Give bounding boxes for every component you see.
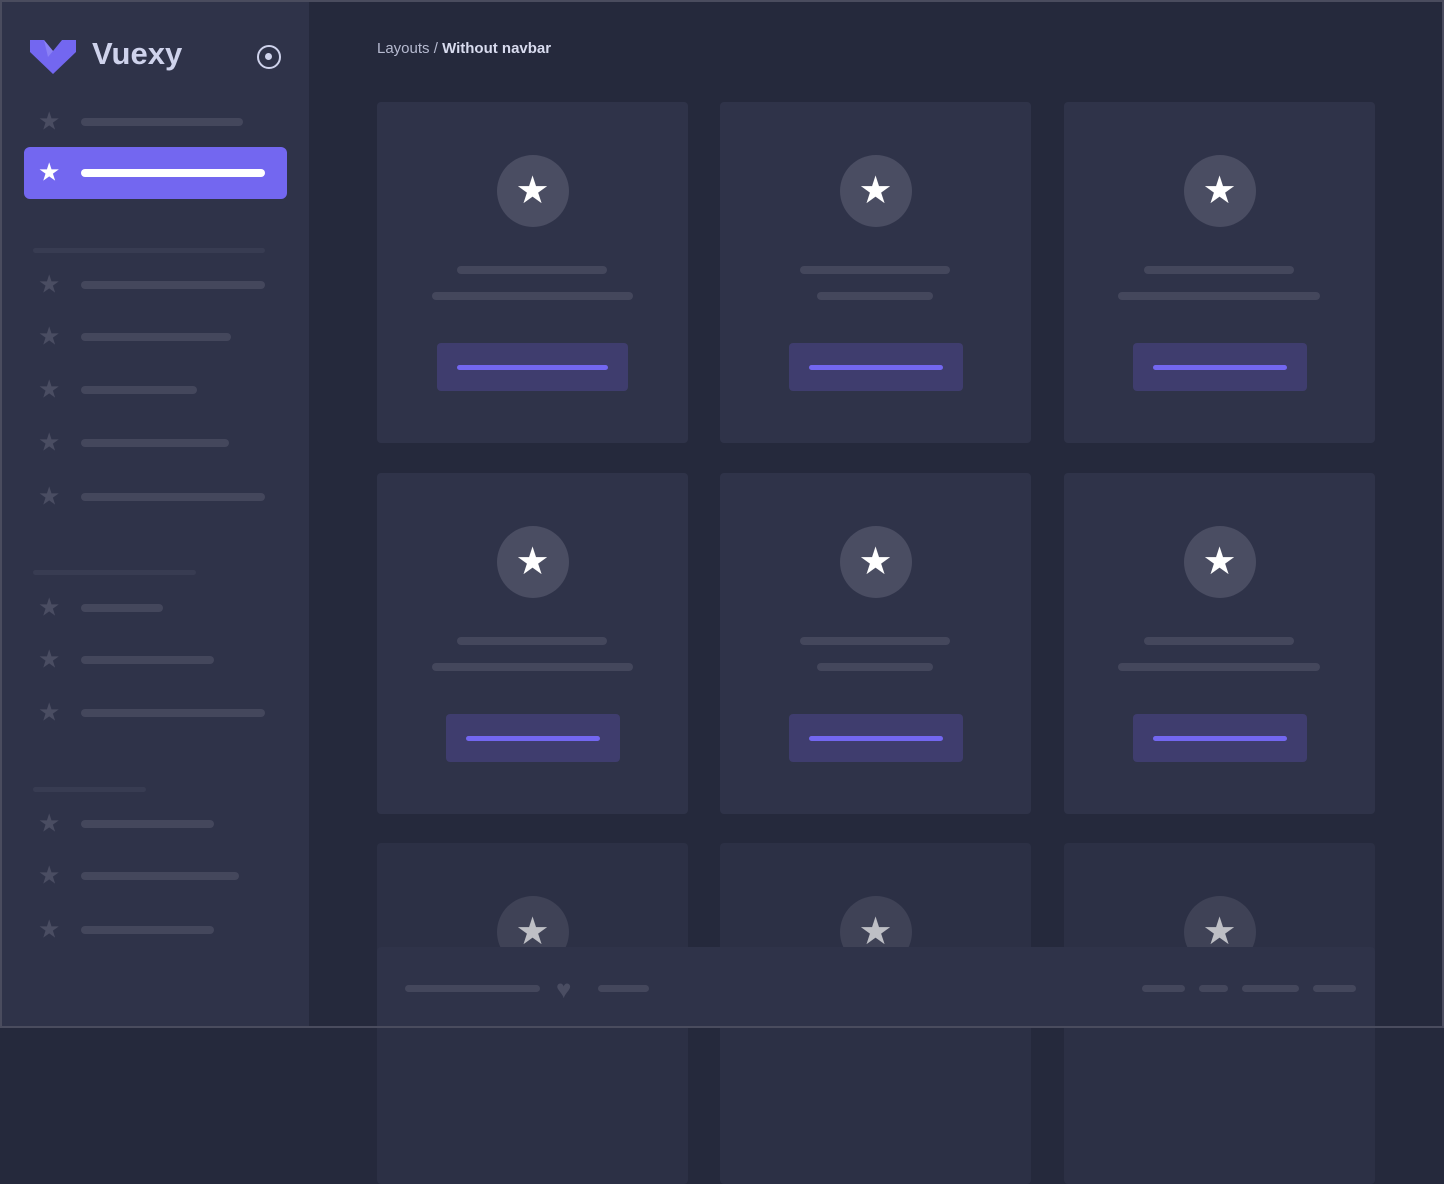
star-icon: ★ bbox=[1183, 526, 1256, 598]
star-icon: ★ bbox=[38, 915, 61, 944]
sidebar-item[interactable]: ★ bbox=[24, 850, 287, 902]
star-icon: ★ bbox=[496, 155, 569, 227]
title-placeholder bbox=[1144, 266, 1294, 274]
star-icon: ★ bbox=[38, 375, 61, 404]
card-button[interactable] bbox=[1132, 714, 1307, 762]
button-label-placeholder bbox=[465, 736, 600, 741]
star-icon: ★ bbox=[38, 698, 61, 727]
card: ★ bbox=[1064, 102, 1375, 443]
section-divider bbox=[33, 248, 265, 253]
sidebar-item[interactable]: ★ bbox=[24, 471, 287, 523]
radio-circle-icon[interactable] bbox=[257, 45, 281, 69]
star-icon: ★ bbox=[38, 593, 61, 622]
card: ★ bbox=[720, 473, 1031, 814]
menu-label-placeholder bbox=[81, 604, 163, 612]
breadcrumb-current: Without navbar bbox=[442, 40, 552, 57]
sidebar-item[interactable]: ★ bbox=[24, 364, 287, 416]
text-placeholder bbox=[431, 663, 633, 671]
footer-link-placeholder[interactable] bbox=[598, 985, 649, 992]
section-divider bbox=[33, 570, 196, 575]
text-placeholder bbox=[817, 663, 933, 671]
card: ★ bbox=[1064, 473, 1375, 814]
footer-link-placeholder[interactable] bbox=[1242, 985, 1299, 992]
menu-label-placeholder bbox=[81, 169, 265, 177]
footer-link-placeholder[interactable] bbox=[1199, 985, 1228, 992]
menu-label-placeholder bbox=[81, 281, 265, 289]
sidebar: Vuexy ★ ★ ★ ★ ★ ★ ★ ★ ★ ★ ★ ★ ★ bbox=[0, 0, 309, 1028]
menu-label-placeholder bbox=[81, 872, 239, 880]
star-icon: ★ bbox=[38, 482, 61, 511]
sidebar-item[interactable]: ★ bbox=[24, 147, 287, 199]
sidebar-item[interactable]: ★ bbox=[24, 582, 287, 634]
title-placeholder bbox=[457, 637, 607, 645]
card-button[interactable] bbox=[1132, 343, 1307, 391]
menu-label-placeholder bbox=[81, 118, 243, 126]
star-icon: ★ bbox=[1183, 155, 1256, 227]
text-placeholder bbox=[1118, 292, 1320, 300]
sidebar-item[interactable]: ★ bbox=[24, 634, 287, 686]
menu-label-placeholder bbox=[81, 493, 265, 501]
heart-icon: ♥ bbox=[556, 974, 572, 1004]
button-label-placeholder bbox=[1152, 365, 1287, 370]
sidebar-item[interactable]: ★ bbox=[24, 259, 287, 311]
menu-label-placeholder bbox=[81, 709, 265, 717]
sidebar-item[interactable]: ★ bbox=[24, 96, 287, 148]
menu-label-placeholder bbox=[81, 439, 229, 447]
star-icon: ★ bbox=[38, 809, 61, 838]
card-button[interactable] bbox=[788, 714, 963, 762]
button-label-placeholder bbox=[457, 365, 608, 370]
section-divider bbox=[33, 787, 146, 792]
star-icon: ★ bbox=[496, 526, 569, 598]
title-placeholder bbox=[1144, 637, 1294, 645]
card: ★ bbox=[377, 102, 688, 443]
title-placeholder bbox=[457, 266, 607, 274]
brand-name: Vuexy bbox=[92, 36, 183, 71]
button-label-placeholder bbox=[808, 365, 943, 370]
title-placeholder bbox=[800, 266, 950, 274]
star-icon: ★ bbox=[38, 322, 61, 351]
button-label-placeholder bbox=[808, 736, 943, 741]
button-label-placeholder bbox=[1152, 736, 1287, 741]
star-icon: ★ bbox=[38, 158, 61, 187]
card: ★ bbox=[720, 102, 1031, 443]
text-placeholder bbox=[817, 292, 933, 300]
menu-label-placeholder bbox=[81, 820, 214, 828]
sidebar-item[interactable]: ★ bbox=[24, 687, 287, 739]
star-icon: ★ bbox=[839, 155, 912, 227]
menu-label-placeholder bbox=[81, 656, 214, 664]
vuexy-logo bbox=[30, 40, 76, 74]
star-icon: ★ bbox=[839, 526, 912, 598]
star-icon: ★ bbox=[38, 270, 61, 299]
breadcrumb-parent[interactable]: Layouts bbox=[377, 40, 430, 57]
footer-link-placeholder[interactable] bbox=[1313, 985, 1356, 992]
sidebar-item[interactable]: ★ bbox=[24, 417, 287, 469]
card-button[interactable] bbox=[788, 343, 963, 391]
footer-link-placeholder[interactable] bbox=[1142, 985, 1185, 992]
text-placeholder bbox=[1118, 663, 1320, 671]
menu-label-placeholder bbox=[81, 333, 231, 341]
title-placeholder bbox=[800, 637, 950, 645]
breadcrumb-separator: / bbox=[429, 40, 443, 57]
footer-link-placeholder[interactable] bbox=[405, 985, 540, 992]
star-icon: ★ bbox=[38, 645, 61, 674]
sidebar-item[interactable]: ★ bbox=[24, 904, 287, 956]
menu-label-placeholder bbox=[81, 386, 197, 394]
star-icon: ★ bbox=[38, 428, 61, 457]
menu-label-placeholder bbox=[81, 926, 214, 934]
card-button[interactable] bbox=[445, 714, 620, 762]
sidebar-item[interactable]: ★ bbox=[24, 311, 287, 363]
card: ★ bbox=[377, 473, 688, 814]
sidebar-item[interactable]: ★ bbox=[24, 798, 287, 850]
star-icon: ★ bbox=[38, 861, 61, 890]
star-icon: ★ bbox=[38, 107, 61, 136]
text-placeholder bbox=[431, 292, 633, 300]
card-button[interactable] bbox=[437, 343, 628, 391]
breadcrumb: Layouts / Without navbar bbox=[377, 40, 551, 57]
